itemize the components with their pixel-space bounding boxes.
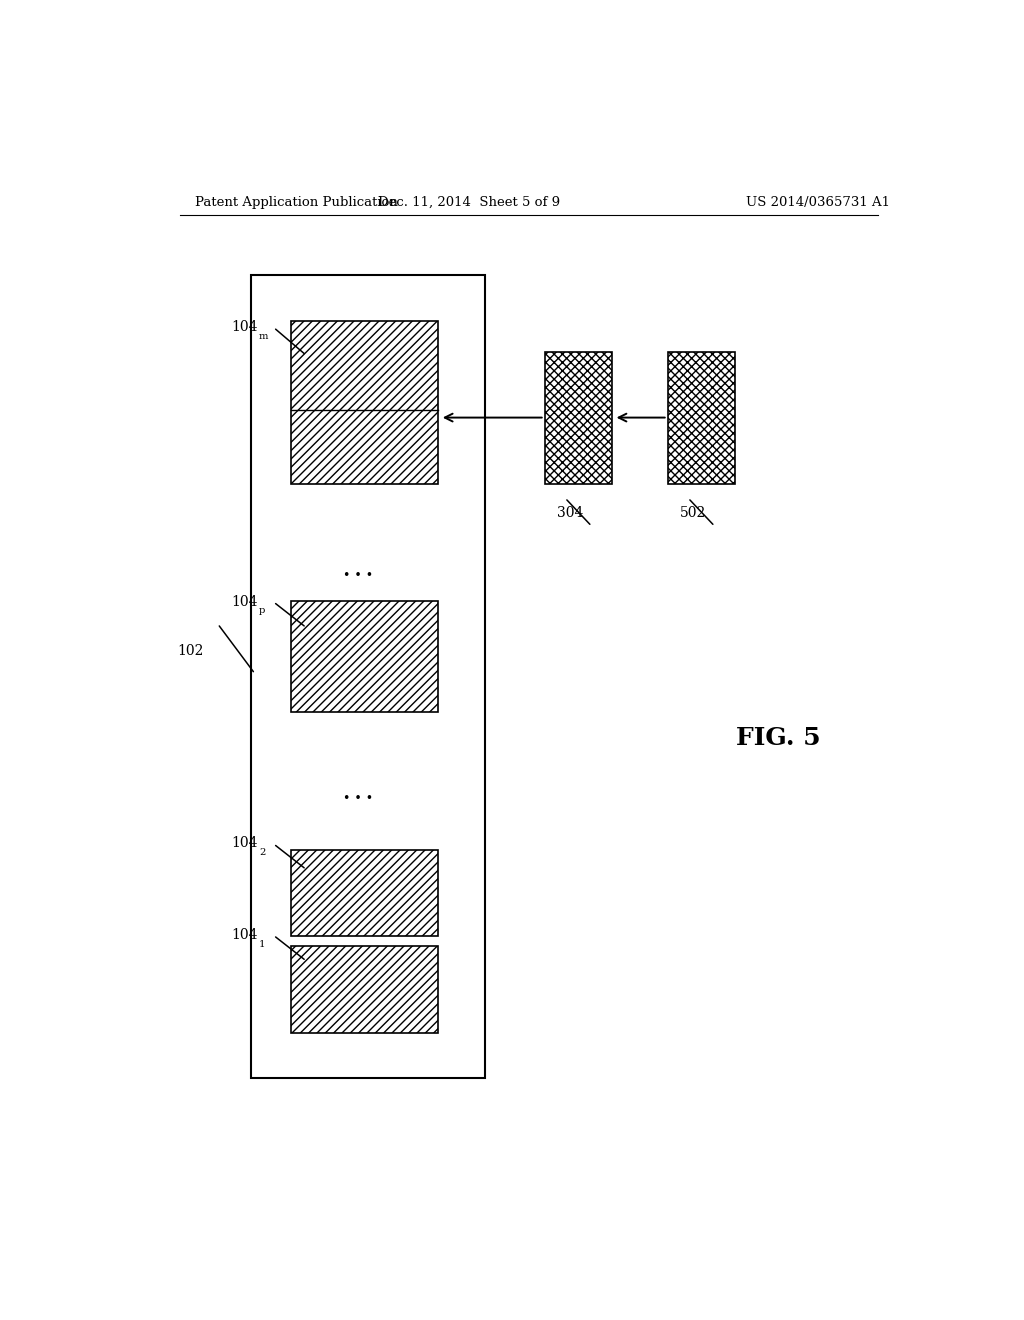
Text: p: p bbox=[259, 606, 265, 615]
Text: 104: 104 bbox=[230, 594, 257, 609]
Text: 102: 102 bbox=[177, 644, 204, 659]
Text: 2: 2 bbox=[259, 849, 265, 857]
Bar bbox=[291, 850, 437, 936]
Text: Patent Application Publication: Patent Application Publication bbox=[196, 195, 398, 209]
Text: 304: 304 bbox=[557, 506, 583, 520]
Bar bbox=[251, 276, 485, 1078]
Text: Dec. 11, 2014  Sheet 5 of 9: Dec. 11, 2014 Sheet 5 of 9 bbox=[378, 195, 560, 209]
Text: 104: 104 bbox=[230, 321, 257, 334]
Text: 104: 104 bbox=[230, 837, 257, 850]
Bar bbox=[291, 946, 437, 1032]
Text: 1: 1 bbox=[259, 940, 265, 949]
Bar bbox=[668, 351, 735, 483]
Text: 104: 104 bbox=[230, 928, 257, 942]
Text: 502: 502 bbox=[680, 506, 706, 520]
Bar bbox=[291, 601, 437, 713]
Bar bbox=[291, 321, 437, 483]
Text: • • •: • • • bbox=[343, 569, 373, 582]
Text: US 2014/0365731 A1: US 2014/0365731 A1 bbox=[746, 195, 891, 209]
Bar bbox=[545, 351, 612, 483]
Text: • • •: • • • bbox=[343, 792, 373, 805]
Text: m: m bbox=[259, 331, 268, 341]
Text: FIG. 5: FIG. 5 bbox=[736, 726, 821, 750]
